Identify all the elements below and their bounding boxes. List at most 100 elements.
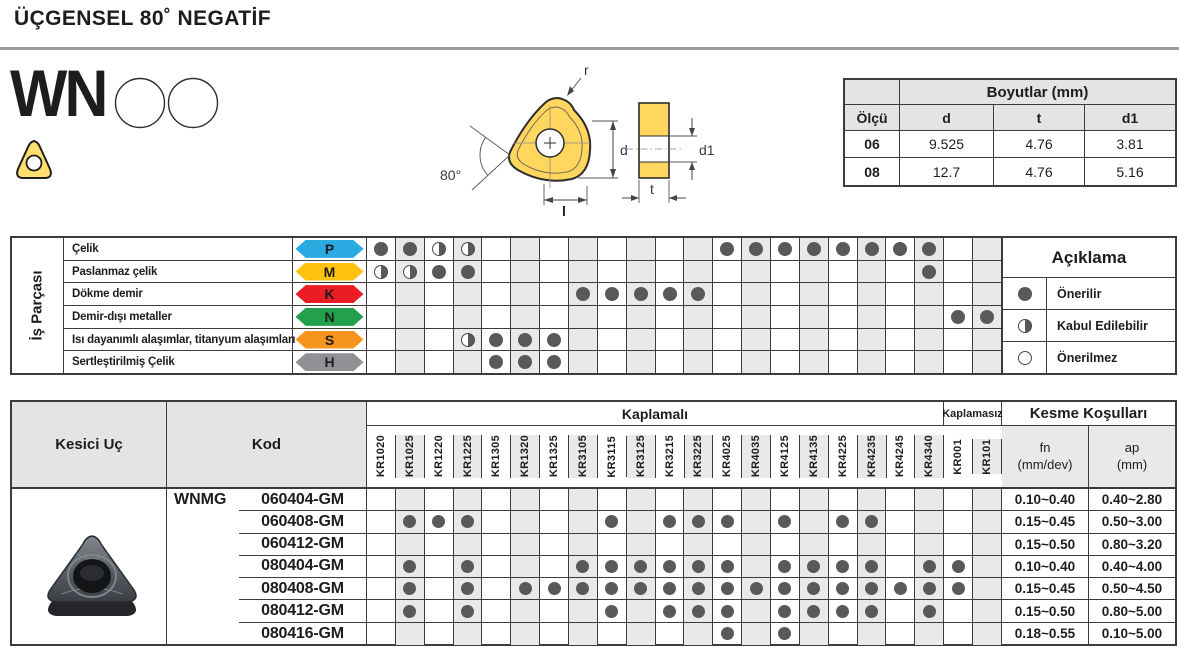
- material-name: Dökme demir: [64, 283, 293, 306]
- material-cell: [742, 328, 772, 351]
- product-grade-cell: [828, 578, 858, 601]
- d1-dimension: d1: [670, 118, 715, 180]
- grade-label: KR3125: [634, 435, 647, 478]
- product-grade-cell: [395, 511, 425, 534]
- material-cell: [742, 238, 772, 260]
- product-grade-cell: [857, 555, 887, 579]
- products-insert-header: Kesici Uç: [12, 402, 167, 487]
- material-name: Çelik: [64, 238, 293, 260]
- material-cell: [482, 283, 512, 306]
- grade-label: KR4235: [865, 435, 878, 478]
- product-grade-cell: [482, 600, 512, 623]
- drawing-label-t: t: [650, 181, 654, 197]
- material-cell: [684, 238, 714, 260]
- product-row: 060412-GM 0.15~0.50 0.80~3.20: [12, 533, 1175, 556]
- material-cell: [944, 260, 974, 283]
- product-grade-cell: [973, 511, 1002, 534]
- legend-symbol: [1003, 278, 1047, 309]
- product-grade-cell: [684, 578, 714, 601]
- insert-photo: [47, 535, 137, 616]
- material-cell: [684, 260, 714, 283]
- product-grade-cell: [655, 555, 685, 579]
- grade-column-header: KR4125: [771, 435, 800, 478]
- grade-label: KR4125: [779, 435, 791, 478]
- suitability-dot: [951, 309, 966, 324]
- product-grade-cell: [886, 489, 916, 512]
- material-cell: [944, 238, 974, 260]
- ap-value: 0.40~2.80: [1088, 489, 1175, 512]
- series-label: WNMG: [174, 491, 227, 509]
- grade-dot: [576, 559, 590, 573]
- suitability-dot: [373, 241, 388, 256]
- product-grade-cell: [713, 489, 743, 512]
- grade-column-header: KR1305: [482, 435, 512, 478]
- material-cell: [684, 306, 714, 328]
- grade-column-header: KR101: [973, 438, 1002, 475]
- product-grade-cell: [453, 600, 483, 623]
- material-cell: [453, 306, 483, 328]
- product-grade-cell: [367, 533, 396, 556]
- material-class-badge-cell: P: [293, 238, 367, 260]
- product-grade-cell: [915, 622, 945, 645]
- material-cell: [742, 306, 772, 328]
- product-grade-cell: [540, 533, 570, 556]
- product-grade-cell: [482, 489, 512, 512]
- material-cell: [799, 328, 829, 351]
- product-grade-cell: [569, 489, 598, 512]
- product-grade-cell: [771, 511, 800, 534]
- insert-photo-cell: [12, 600, 167, 623]
- material-cell: [569, 351, 598, 374]
- grade-dot: [634, 582, 648, 596]
- coated-group-header: Kaplamalı: [367, 402, 944, 426]
- insert-photo-cell: [12, 511, 167, 534]
- material-cell: [886, 328, 916, 351]
- product-grade-cell: [540, 600, 570, 623]
- series-cell: [167, 556, 239, 578]
- material-cell: [799, 351, 829, 374]
- grade-dot: [403, 559, 417, 573]
- product-grade-cell: [973, 555, 1002, 579]
- insert-photo-cell: [12, 555, 167, 579]
- material-cell: [886, 283, 916, 306]
- fn-header: fn (mm/dev): [1002, 426, 1089, 487]
- grade-label: KR1225: [461, 435, 474, 478]
- product-grade-cell: [424, 489, 454, 512]
- product-grade-cell: [598, 622, 627, 645]
- product-grade-cell: [799, 511, 829, 534]
- material-cell: [857, 283, 887, 306]
- grade-dot: [403, 604, 417, 618]
- product-grade-cell: [626, 600, 656, 623]
- material-cell: [367, 238, 396, 260]
- material-cell: [395, 260, 425, 283]
- material-cell: [742, 351, 772, 374]
- material-cell: [656, 328, 685, 351]
- product-grade-cell: [828, 555, 858, 579]
- material-cell: [973, 238, 1002, 260]
- material-cell: [656, 283, 685, 306]
- material-cell: [944, 351, 974, 374]
- product-grade-cell: [482, 511, 512, 534]
- grade-dot: [576, 582, 590, 596]
- material-cell: [511, 260, 541, 283]
- material-cell: [425, 351, 454, 374]
- material-cell: [540, 328, 570, 351]
- grade-label: KR3115: [605, 435, 618, 478]
- d-dimension: d: [578, 120, 628, 179]
- material-cell: [453, 328, 483, 351]
- grade-label: KR1320: [519, 435, 532, 478]
- product-grade-cell: [771, 578, 800, 601]
- material-cell: [713, 306, 743, 328]
- material-cell: [857, 351, 887, 374]
- product-grade-cell: [915, 533, 945, 556]
- product-grade-cell: [684, 489, 714, 512]
- material-cell: [915, 260, 945, 283]
- product-row: 080408-GM 0.15~0.45 0.50~4.50: [12, 578, 1175, 601]
- material-name: Demir-dışı metaller: [64, 306, 293, 328]
- material-cell: [829, 283, 858, 306]
- product-grade-cell: [857, 489, 887, 512]
- grade-dot: [461, 582, 474, 596]
- dims-col-header: t: [994, 105, 1085, 131]
- material-class-badge: K: [295, 285, 364, 304]
- grade-label: KR1025: [403, 435, 416, 478]
- grade-dot: [922, 559, 936, 573]
